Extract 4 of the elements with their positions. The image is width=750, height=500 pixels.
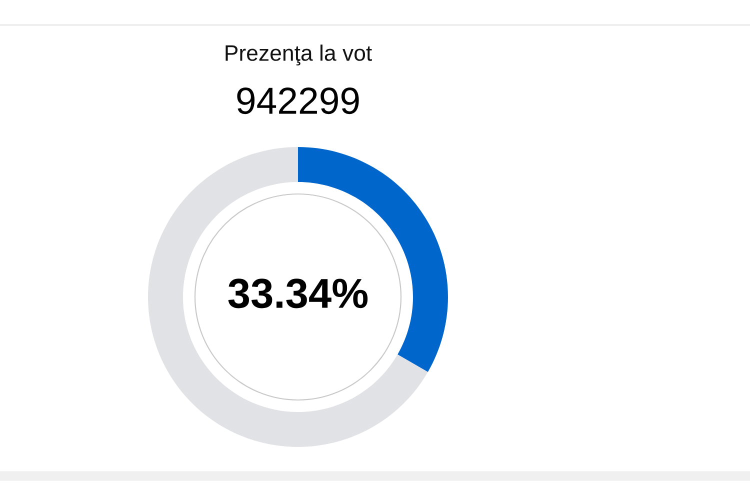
chart-title: Prezenţa la vot	[226, 44, 372, 66]
text: 33.34%	[228, 278, 368, 308]
chart-subtitle: 942299	[237, 88, 359, 114]
donut-slice	[148, 147, 428, 447]
